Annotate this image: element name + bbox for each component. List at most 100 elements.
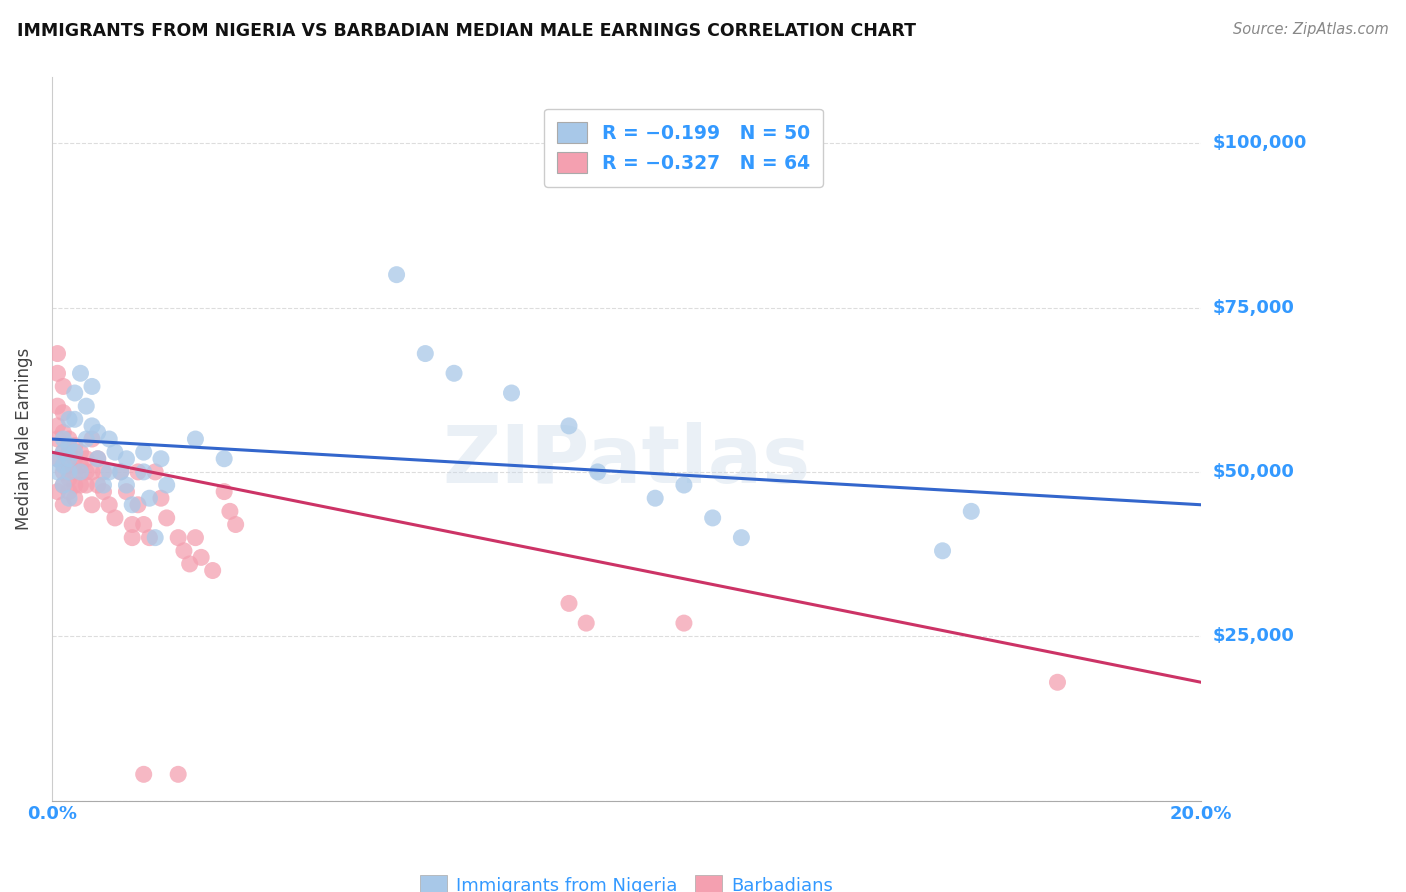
Point: [931, 543, 953, 558]
Point: [87, 425, 110, 440]
Point: [121, 517, 143, 532]
Point: [58, 491, 80, 506]
Point: [132, 445, 155, 459]
Point: [149, 451, 172, 466]
Point: [443, 366, 465, 380]
Point: [115, 478, 138, 492]
Point: [132, 465, 155, 479]
Point: [104, 511, 127, 525]
Point: [87, 451, 110, 466]
Point: [121, 531, 143, 545]
Point: [80, 498, 103, 512]
Point: [58, 465, 80, 479]
Point: [190, 550, 212, 565]
Point: [127, 465, 149, 479]
Point: [167, 767, 190, 781]
Point: [110, 465, 132, 479]
Point: [63, 491, 86, 506]
Point: [98, 432, 121, 446]
Point: [46, 346, 69, 360]
Point: [52, 478, 75, 492]
Text: $100,000: $100,000: [1212, 134, 1306, 153]
Point: [46, 451, 69, 466]
Point: [46, 366, 69, 380]
Point: [413, 346, 436, 360]
Point: [184, 432, 207, 446]
Text: $25,000: $25,000: [1212, 627, 1294, 645]
Point: [58, 451, 80, 466]
Point: [63, 478, 86, 492]
Point: [127, 498, 149, 512]
Point: [80, 432, 103, 446]
Point: [558, 596, 581, 610]
Point: [143, 465, 166, 479]
Text: ZIPatlas: ZIPatlas: [443, 422, 811, 500]
Point: [156, 511, 179, 525]
Point: [110, 465, 132, 479]
Point: [80, 379, 103, 393]
Point: [69, 458, 91, 473]
Point: [80, 465, 103, 479]
Point: [63, 465, 86, 479]
Point: [132, 767, 155, 781]
Point: [167, 531, 190, 545]
Point: [52, 445, 75, 459]
Point: [143, 531, 166, 545]
Point: [385, 268, 408, 282]
Point: [575, 616, 598, 631]
Point: [212, 484, 235, 499]
Point: [58, 458, 80, 473]
Point: [93, 465, 115, 479]
Point: [1046, 675, 1069, 690]
Point: [75, 465, 97, 479]
Point: [63, 445, 86, 459]
Point: [58, 445, 80, 459]
Point: [75, 478, 97, 492]
Point: [52, 425, 75, 440]
Point: [52, 406, 75, 420]
Point: [138, 491, 160, 506]
Point: [63, 412, 86, 426]
Point: [672, 478, 695, 492]
Legend: R = −0.199   N = 50, R = −0.327   N = 64: R = −0.199 N = 50, R = −0.327 N = 64: [544, 109, 824, 186]
Point: [52, 458, 75, 473]
Point: [75, 451, 97, 466]
Point: [58, 484, 80, 499]
Point: [46, 418, 69, 433]
Point: [63, 451, 86, 466]
Point: [104, 445, 127, 459]
Point: [672, 616, 695, 631]
Point: [58, 432, 80, 446]
Point: [173, 543, 195, 558]
Point: [69, 465, 91, 479]
Point: [75, 432, 97, 446]
Y-axis label: Median Male Earnings: Median Male Earnings: [15, 348, 32, 530]
Point: [69, 465, 91, 479]
Point: [46, 399, 69, 413]
Point: [702, 511, 724, 525]
Point: [69, 445, 91, 459]
Point: [75, 399, 97, 413]
Point: [201, 564, 224, 578]
Point: [501, 386, 523, 401]
Point: [132, 517, 155, 532]
Point: [138, 531, 160, 545]
Point: [63, 386, 86, 401]
Point: [87, 451, 110, 466]
Point: [46, 484, 69, 499]
Point: [121, 498, 143, 512]
Text: IMMIGRANTS FROM NIGERIA VS BARBADIAN MEDIAN MALE EARNINGS CORRELATION CHART: IMMIGRANTS FROM NIGERIA VS BARBADIAN MED…: [17, 22, 915, 40]
Point: [644, 491, 666, 506]
Point: [46, 432, 69, 446]
Point: [586, 465, 609, 479]
Point: [156, 478, 179, 492]
Text: $50,000: $50,000: [1212, 463, 1294, 481]
Point: [179, 557, 201, 571]
Point: [52, 445, 75, 459]
Point: [730, 531, 752, 545]
Point: [960, 504, 983, 518]
Point: [58, 439, 80, 453]
Point: [80, 418, 103, 433]
Point: [115, 451, 138, 466]
Point: [52, 379, 75, 393]
